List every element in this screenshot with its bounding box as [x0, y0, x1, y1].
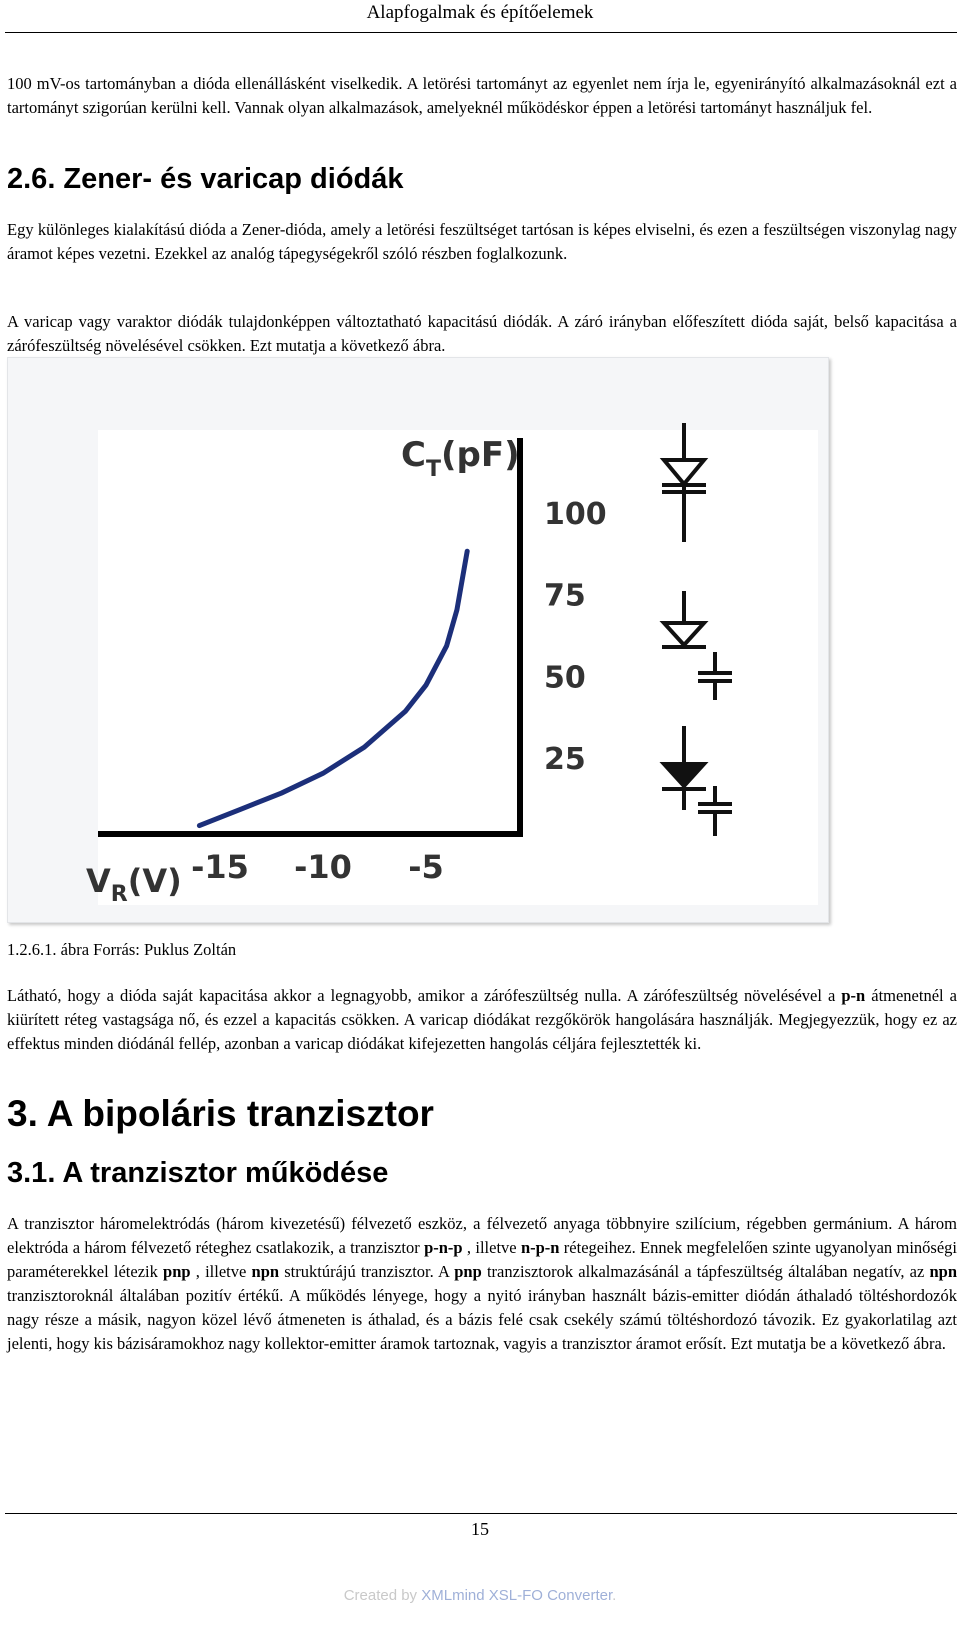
credit-suffix: .: [612, 1587, 617, 1604]
bold-term: npn: [929, 1262, 958, 1281]
footer-rule: [5, 1513, 957, 1514]
x-tick-label: -10: [294, 848, 352, 886]
y-axis-label-unit: (pF): [441, 435, 520, 475]
x-tick-labels: -15 -10 -5: [191, 848, 444, 886]
section-heading-2-6: 2.6. Zener- és varicap diódák: [7, 163, 404, 195]
bold-term: npn: [251, 1262, 280, 1281]
text-run: tranzisztorok alkalmazásánál a tápfeszül…: [481, 1262, 930, 1281]
capacitance-curve: [196, 548, 470, 829]
varicap-symbol-2: [659, 591, 732, 700]
section-heading-3-1: 3.1. A tranzisztor működése: [7, 1157, 389, 1189]
varicap-symbol-1: [659, 423, 709, 542]
text-run: átmenetnél a kiürített réteg vastagsága …: [7, 986, 957, 1053]
y-tick-labels: 100 75 50 25: [544, 497, 607, 777]
bold-term: n-p-n: [520, 1238, 560, 1257]
bold-term: pnp: [454, 1262, 482, 1281]
figure-caption: 1.2.6.1. ábra Forrás: Puklus Zoltán: [7, 940, 237, 959]
bold-term: p-n-p: [424, 1238, 463, 1257]
text-run: , illetve: [190, 1262, 252, 1281]
after-figure-paragraph: Látható, hogy a dióda saját kapacitása a…: [7, 984, 957, 1056]
text-run: A tranzisztor háromelektródás (három kiv…: [7, 1214, 957, 1257]
page-number: 15: [471, 1519, 489, 1539]
zener-paragraph: Egy különleges kialakítású dióda a Zener…: [7, 220, 957, 263]
y-tick-label: 25: [544, 742, 586, 777]
text-run: tranzisztoroknál általában pozitív érték…: [7, 1286, 957, 1353]
header-rule: [5, 32, 957, 33]
text-run: struktúrájú tranzisztor. A: [279, 1262, 455, 1281]
chart-panel: [98, 430, 818, 905]
varicap-symbol-3: [659, 726, 732, 836]
y-tick-label: 100: [544, 497, 607, 532]
y-axis-label-sub: T: [426, 457, 441, 482]
varicap-figure: CT(pF) 100 75 50 25 VR(V) -15 -10 -5: [7, 357, 829, 923]
transistor-paragraph: A tranzisztor háromelektródás (három kiv…: [7, 1212, 957, 1356]
x-axis-label-sub: R: [111, 882, 128, 907]
credit-prefix: Created by: [343, 1587, 422, 1604]
y-tick-label: 75: [544, 579, 586, 614]
x-axis-label-unit: (V): [128, 862, 182, 900]
running-header: Alapfogalmak és építőelemek: [366, 2, 594, 23]
y-axis-label-main: C: [401, 435, 426, 475]
varicap-paragraph: A varicap vagy varaktor diódák tulajdonk…: [7, 312, 957, 355]
text-run: , illetve: [462, 1238, 521, 1257]
text-run: rétegeihez. Ennek megfelelően szinte ugy…: [7, 1238, 957, 1281]
x-tick-label: -5: [408, 848, 444, 886]
chapter-heading-3: 3. A bipoláris tranzisztor: [7, 1093, 434, 1134]
x-axis-label-main: V: [86, 862, 111, 900]
x-tick-label: -15: [191, 848, 249, 886]
text-run: Látható, hogy a dióda saját kapacitása a…: [7, 986, 842, 1005]
footer-credit: Created by XMLmind XSL-FO Converter.: [0, 1587, 960, 1604]
x-axis-label: VR(V): [86, 862, 182, 907]
bold-term: pnp: [163, 1262, 191, 1281]
intro-paragraph: 100 mV-os tartományban a dióda ellenállá…: [7, 74, 957, 117]
credit-brand: XMLmind XSL-FO Converter: [421, 1587, 613, 1604]
y-tick-label: 50: [544, 660, 586, 695]
y-axis-label: CT(pF): [401, 435, 520, 482]
varicap-chart-svg: CT(pF) 100 75 50 25 VR(V) -15 -10 -5: [86, 423, 818, 907]
bold-term: p-n: [841, 986, 866, 1005]
